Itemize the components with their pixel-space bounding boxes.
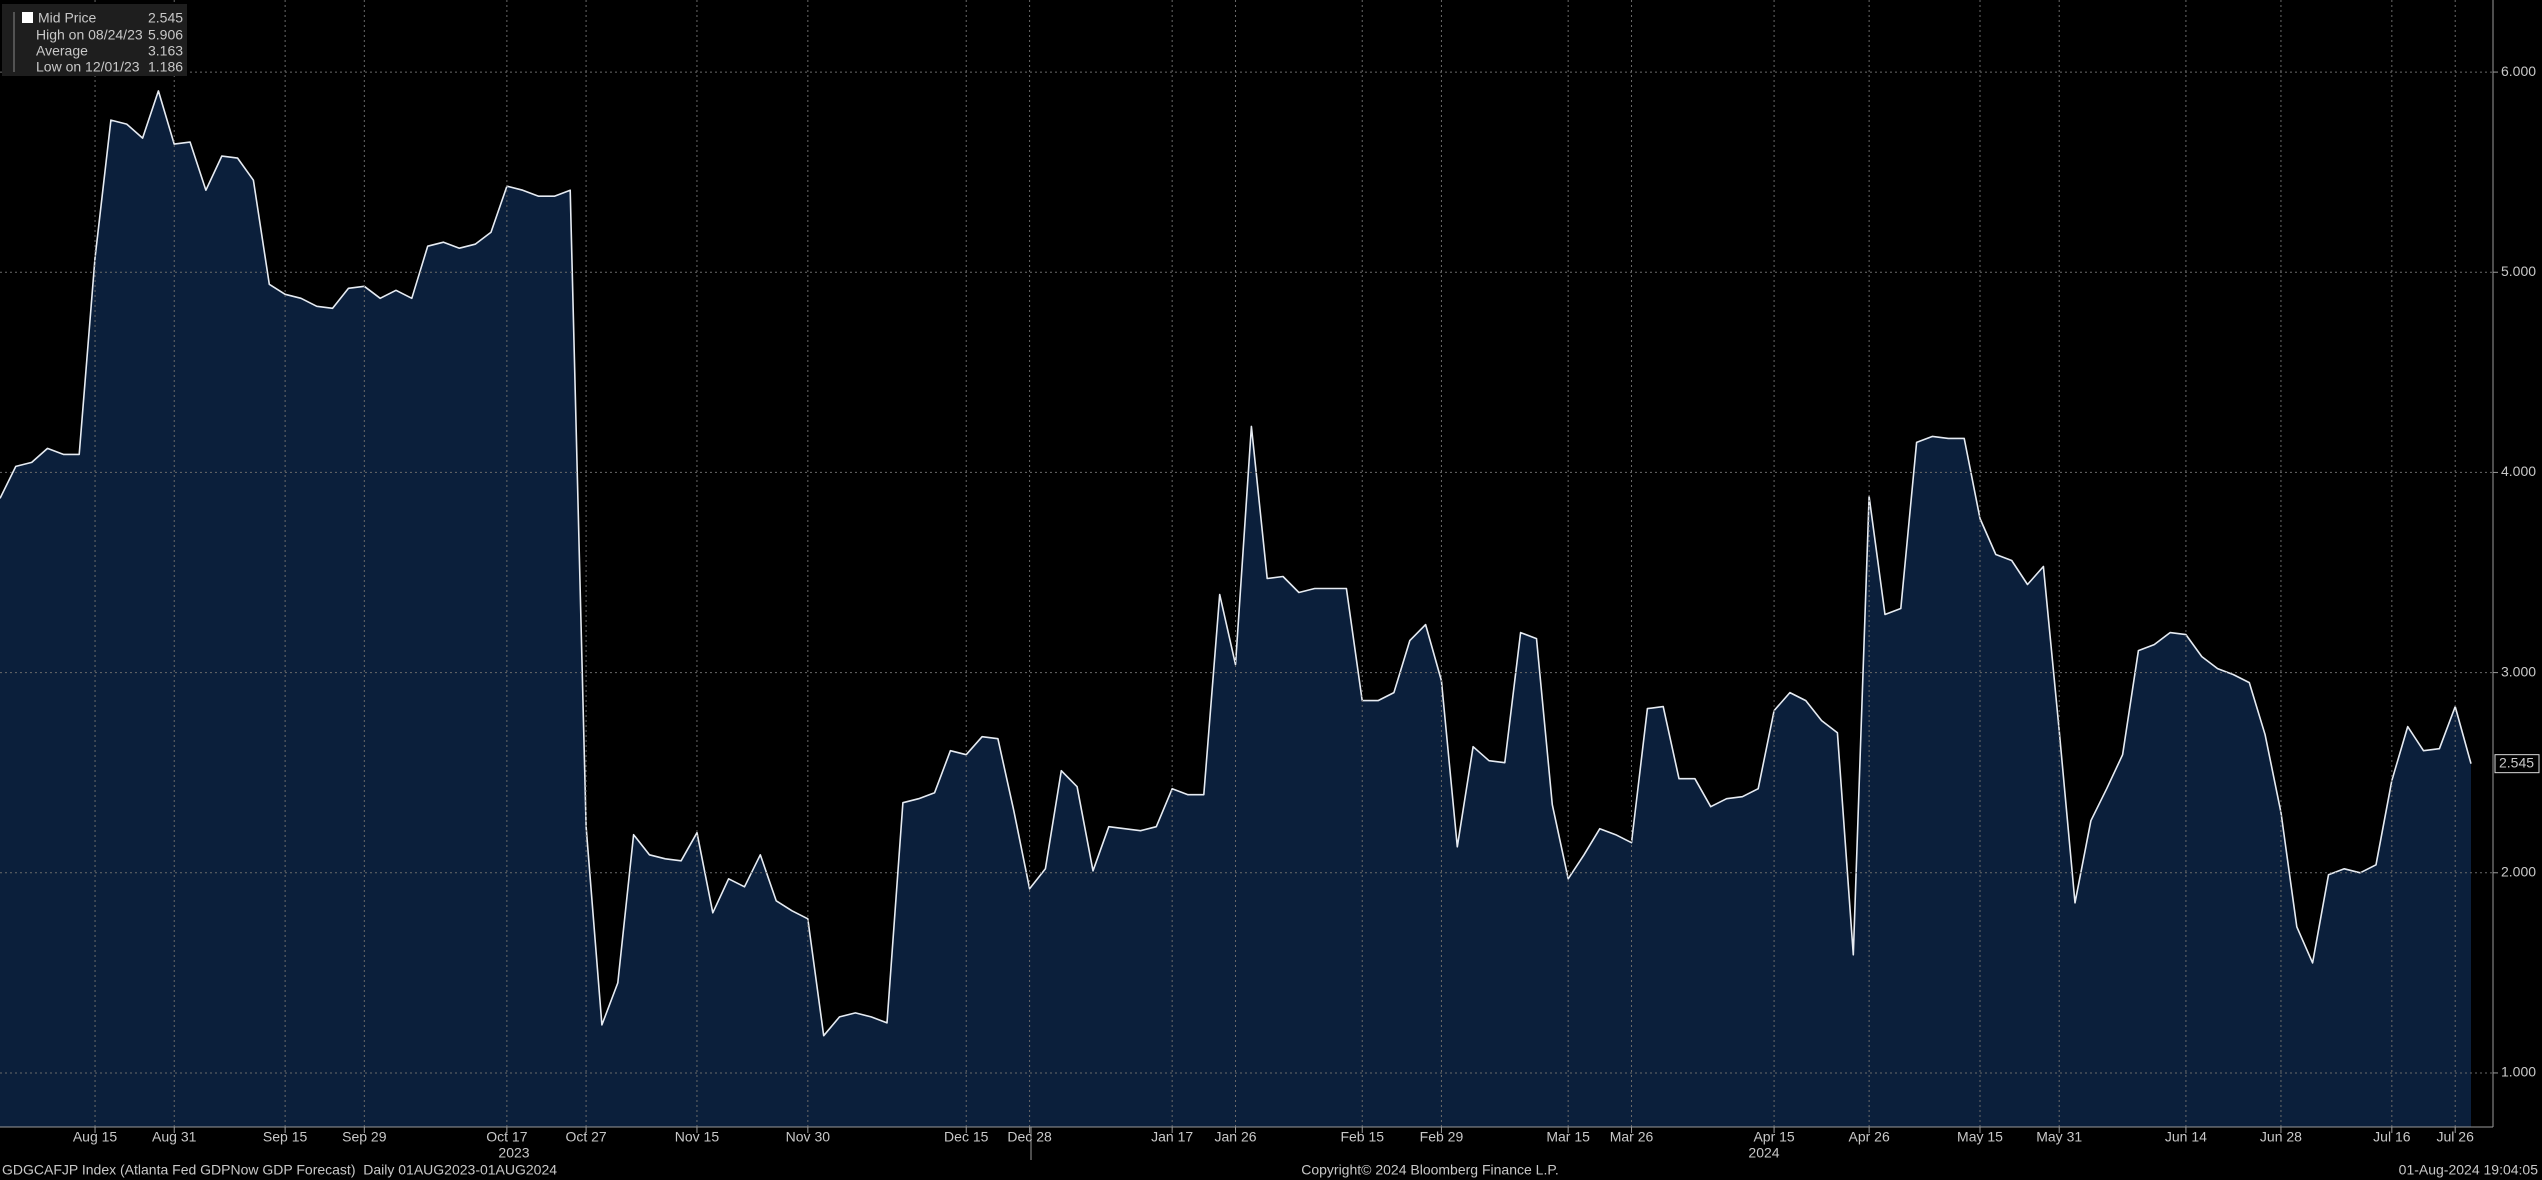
x-tick-label: Sep 29 — [342, 1129, 387, 1145]
legend-value: 3.163 — [148, 43, 183, 59]
x-tick-label: Jan 26 — [1214, 1129, 1256, 1145]
x-tick-label: Apr 15 — [1753, 1129, 1794, 1145]
x-tick-label: Jan 17 — [1151, 1129, 1193, 1145]
year-label: 2024 — [1748, 1145, 1779, 1161]
x-tick-label: Mar 15 — [1546, 1129, 1590, 1145]
y-tick-label: 3.000 — [2501, 663, 2536, 679]
x-tick-label: May 31 — [2036, 1129, 2082, 1145]
footer-right: 01-Aug-2024 19:04:05 — [2399, 1162, 2539, 1178]
x-tick-label: Jun 28 — [2260, 1129, 2302, 1145]
legend-value: 1.186 — [148, 59, 183, 75]
legend-value: 2.545 — [148, 10, 183, 26]
x-tick-label: Jul 16 — [2373, 1129, 2411, 1145]
plot-area — [0, 0, 2493, 1127]
x-tick-label: Mar 26 — [1610, 1129, 1654, 1145]
legend-swatch — [22, 12, 33, 23]
x-tick-label: Feb 15 — [1340, 1129, 1384, 1145]
x-tick-label: May 15 — [1957, 1129, 2003, 1145]
x-tick-label: Dec 15 — [944, 1129, 989, 1145]
legend-value: 5.906 — [148, 27, 183, 43]
x-tick-label: Dec 28 — [1007, 1129, 1052, 1145]
y-tick-label: 1.000 — [2501, 1064, 2536, 1080]
legend: Mid Price 2.545 High on 08/24/23 5.906 A… — [2, 4, 187, 76]
y-tick-label: 5.000 — [2501, 263, 2536, 279]
x-tick-label: Oct 17 — [486, 1129, 527, 1145]
y-tick-label: 6.000 — [2501, 63, 2536, 79]
x-tick-label: Oct 27 — [565, 1129, 606, 1145]
legend-label: High on 08/24/23 — [36, 27, 143, 43]
x-tick-label: Nov 30 — [786, 1129, 831, 1145]
x-tick-label: Jul 26 — [2437, 1129, 2475, 1145]
x-tick-label: Aug 31 — [152, 1129, 197, 1145]
x-tick-label: Nov 15 — [675, 1129, 720, 1145]
legend-label: Low on 12/01/23 — [36, 59, 140, 75]
x-tick-label: Aug 15 — [73, 1129, 118, 1145]
x-tick-label: Apr 26 — [1848, 1129, 1889, 1145]
year-label: 2023 — [498, 1145, 529, 1161]
legend-label: Average — [36, 43, 88, 59]
footer-center: Copyright© 2024 Bloomberg Finance L.P. — [1301, 1162, 1559, 1178]
last-value-box — [2494, 754, 2540, 774]
legend-label: Mid Price — [38, 10, 97, 26]
x-tick-label: Sep 15 — [263, 1129, 308, 1145]
x-tick-label: Feb 29 — [1420, 1129, 1464, 1145]
last-value-label: 2.545 — [2499, 754, 2534, 770]
footer-left: GDGCAFJP Index (Atlanta Fed GDPNow GDP F… — [2, 1162, 557, 1178]
x-tick-label: Jun 14 — [2165, 1129, 2207, 1145]
y-tick-label: 4.000 — [2501, 463, 2536, 479]
y-tick-label: 2.000 — [2501, 863, 2536, 879]
area — [0, 90, 2471, 1127]
